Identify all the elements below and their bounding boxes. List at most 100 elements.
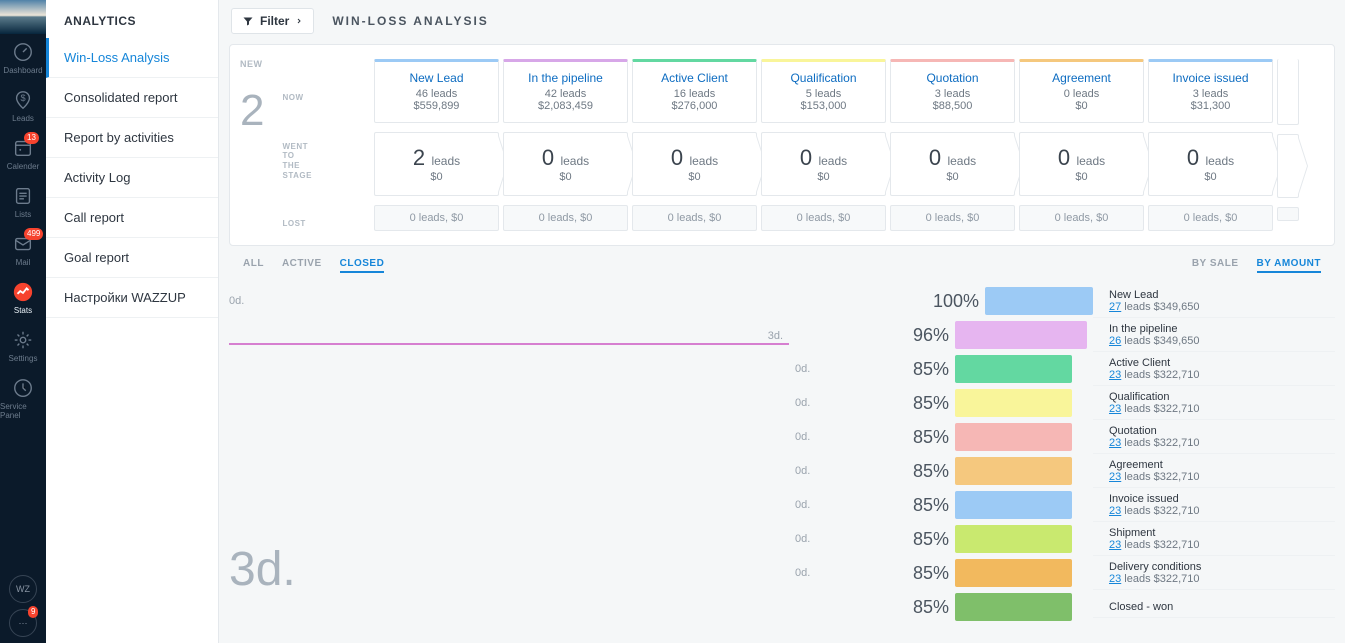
tab-by-amount[interactable]: BY AMOUNT: [1257, 258, 1322, 273]
funnel-percent: 85%: [899, 359, 955, 380]
funnel-count-link[interactable]: 26: [1109, 335, 1121, 347]
rail-item-calender[interactable]: 13 Calender: [0, 130, 46, 178]
rail-item-service-panel[interactable]: Service Panel: [0, 370, 46, 427]
rail-item-label: Service Panel: [0, 402, 46, 420]
sidebar-item-activity-log[interactable]: Activity Log: [46, 158, 218, 198]
stage-head[interactable]: Active Client 16 leads$276,000: [632, 59, 757, 123]
filter-button[interactable]: Filter: [231, 8, 314, 34]
sidebar-item-win-loss-analysis[interactable]: Win-Loss Analysis: [46, 38, 218, 78]
funnel-meta: Delivery conditions23 leads $322,710: [1093, 557, 1335, 590]
rail-item-label: Dashboard: [3, 66, 42, 75]
tab-all[interactable]: ALL: [243, 258, 264, 273]
stage-head[interactable]: In the pipeline42 leads$2,083,459: [503, 59, 628, 123]
funnel-percent: 85%: [899, 495, 955, 516]
rail-item-lists[interactable]: Lists: [0, 178, 46, 226]
row-label-lost: LOST: [282, 219, 311, 229]
stage-name: Invoice issued: [1153, 71, 1268, 85]
funnel-meta: Shipment23 leads $322,710: [1093, 523, 1335, 556]
funnel-row: 0d.85%Qualification23 leads $322,710: [789, 389, 1335, 417]
filter-icon: [242, 15, 254, 27]
funnel-count-link[interactable]: 23: [1109, 505, 1121, 517]
tab-by-sale[interactable]: BY SALE: [1192, 258, 1239, 273]
funnel-count-link[interactable]: 23: [1109, 369, 1121, 381]
stage-head[interactable]: Quotation3 leads$88,500: [890, 59, 1015, 123]
sidebar-item-consolidated-report[interactable]: Consolidated report: [46, 78, 218, 118]
funnel-days: 0d.: [789, 533, 899, 545]
rail-round-button[interactable]: ···9: [9, 609, 37, 637]
funnel-count-link[interactable]: 27: [1109, 301, 1121, 313]
rail-item-label: Lists: [15, 210, 31, 219]
stage-lost: 0 leads, $0: [374, 205, 499, 231]
stage-went: 0 leads$0: [1019, 132, 1144, 196]
tab-closed[interactable]: CLOSED: [340, 258, 385, 273]
stage-panel: NEW 2 NOW WENTTOTHESTAGE LOST New Lead46…: [229, 44, 1335, 246]
funnel-row: 0d.85%Active Client23 leads $322,710: [789, 355, 1335, 383]
stage-column: New Lead46 leads$559,899 2 leads$0 0 leads…: [374, 59, 499, 231]
stage-leads: 46 leads: [379, 88, 494, 100]
rail-item-dashboard[interactable]: Dashboard: [0, 34, 46, 82]
stage-head[interactable]: New Lead46 leads$559,899: [374, 59, 499, 123]
rail-item-leads[interactable]: $ Leads: [0, 82, 46, 130]
rail-round-button[interactable]: WZ: [9, 575, 37, 603]
funnel-meta: Closed - won: [1093, 597, 1335, 618]
rail-item-mail[interactable]: 499 Mail: [0, 226, 46, 274]
funnel-bar: [955, 525, 1072, 553]
funnel-row: 96%In the pipeline26 leads $349,650: [789, 321, 1335, 349]
main-nav-rail: Dashboard $ Leads 13 Calender Lists 499 Mail Sta…: [0, 0, 46, 643]
stage-column: Active Client16 leads$276,0000 leads$00 …: [632, 59, 757, 231]
tab-active[interactable]: ACTIVE: [282, 258, 322, 273]
settings-icon: [12, 329, 34, 351]
sidebar-item-goal-report[interactable]: Goal report: [46, 238, 218, 278]
stage-head[interactable]: Invoice issued3 leads$31,300: [1148, 59, 1273, 123]
stage-went: 2 leads$0: [374, 132, 499, 196]
funnel-tabs: ALL ACTIVE CLOSED BY SALE BY AMOUNT: [229, 246, 1335, 277]
funnel-count-link[interactable]: 23: [1109, 539, 1121, 551]
rail-item-settings[interactable]: Settings: [0, 322, 46, 370]
stage-column: Invoice issued3 leads$31,3000 leads$00 l…: [1148, 59, 1273, 231]
rail-badge: 499: [24, 228, 43, 240]
funnel-bar: [955, 389, 1072, 417]
funnel-count-link[interactable]: 23: [1109, 471, 1121, 483]
rail-item-label: Mail: [16, 258, 31, 267]
stage-name: Quotation: [895, 71, 1010, 85]
funnel-count-link[interactable]: 23: [1109, 437, 1121, 449]
stage-head[interactable]: Agreement0 leads$0: [1019, 59, 1144, 123]
stage-went: 0 leads$0: [1148, 132, 1273, 196]
funnel-meta: Invoice issued23 leads $322,710: [1093, 489, 1335, 522]
rail-badge: 13: [24, 132, 39, 144]
sidebar-item--wazzup[interactable]: Настройки WAZZUP: [46, 278, 218, 318]
stage-name: In the pipeline: [508, 71, 623, 85]
funnel-percent: 100%: [929, 291, 985, 312]
funnel-days: 0d.: [789, 431, 899, 443]
sidebar-item-report-by-activities[interactable]: Report by activities: [46, 118, 218, 158]
stage-lost: 0 leads, $0: [503, 205, 628, 231]
rail-item-label: Stats: [14, 306, 32, 315]
stage-name: Active Client: [637, 71, 752, 85]
stage-leads: 16 leads: [637, 88, 752, 100]
leads-icon: $: [12, 89, 34, 111]
row-label-now: NOW: [282, 93, 311, 103]
funnel-count-link[interactable]: 23: [1109, 403, 1121, 415]
sidebar-item-call-report[interactable]: Call report: [46, 198, 218, 238]
stage-leads: 42 leads: [508, 88, 623, 100]
funnel-row: 0d.85% Shipment23 leads $322,710: [789, 525, 1335, 553]
funnel-row: 0d.85%Invoice issued23 leads $322,710: [789, 491, 1335, 519]
funnel-progress-line: [229, 343, 789, 345]
stage-amount: $153,000: [766, 100, 881, 112]
stage-row-labels: NOW WENTTOTHESTAGE LOST: [282, 59, 311, 229]
analytics-sidebar: ANALYTICS Win-Loss AnalysisConsolidated …: [46, 0, 219, 643]
funnel-bar: [955, 559, 1072, 587]
dashboard-icon: [12, 41, 34, 63]
rail-item-label: Calender: [7, 162, 39, 171]
rail-item-stats[interactable]: Stats: [0, 274, 46, 322]
stage-lost: 0 leads, $0: [632, 205, 757, 231]
funnel-percent: 85%: [899, 427, 955, 448]
stage-name: Agreement: [1024, 71, 1139, 85]
funnel-row: 0d.85%Delivery conditions23 leads $322,7…: [789, 559, 1335, 587]
stage-amount: $88,500: [895, 100, 1010, 112]
stage-head[interactable]: Qualification5 leads$153,000: [761, 59, 886, 123]
stage-amount: $276,000: [637, 100, 752, 112]
rail-item-label: Leads: [12, 114, 34, 123]
funnel-percent: 85%: [899, 529, 955, 550]
funnel-count-link[interactable]: 23: [1109, 573, 1121, 585]
